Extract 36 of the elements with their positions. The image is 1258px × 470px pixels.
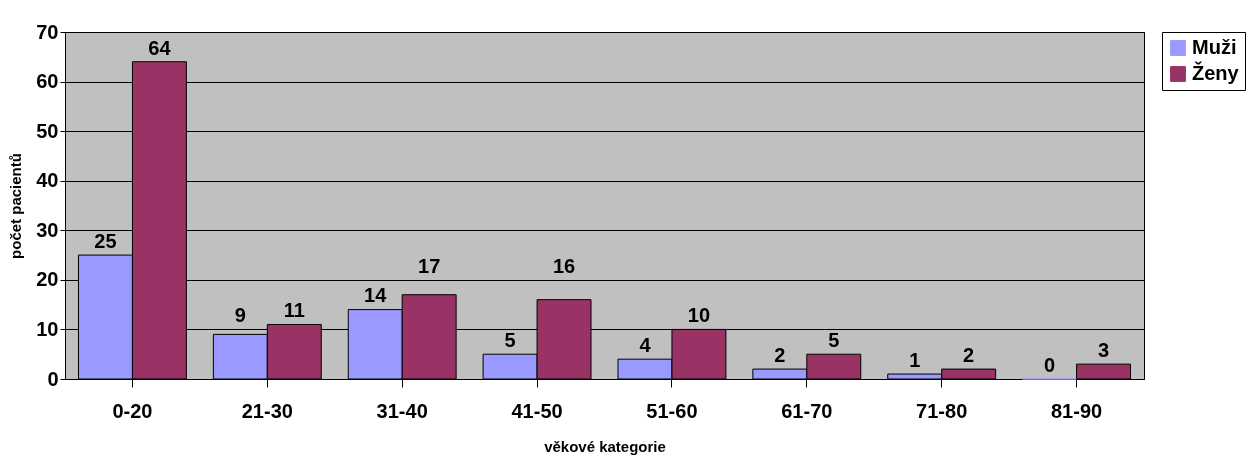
x-tick-label: 71-80 <box>916 399 968 422</box>
y-tick-label: 50 <box>36 119 59 142</box>
data-label: 64 <box>148 36 172 59</box>
data-label: 14 <box>364 284 388 307</box>
data-label: 11 <box>283 299 305 322</box>
legend-label: Ženy <box>1192 61 1240 84</box>
y-tick-label: 40 <box>36 169 59 192</box>
data-label: 5 <box>504 329 516 352</box>
x-axis-title: věkové kategorie <box>544 437 666 455</box>
data-label: 9 <box>234 304 246 327</box>
data-label: 4 <box>639 334 652 357</box>
y-axis-title: počet pacientů <box>7 153 25 259</box>
y-tick-label: 20 <box>36 268 59 291</box>
legend-label: Muži <box>1192 36 1237 58</box>
data-label: 2 <box>774 343 786 366</box>
x-tick-label: 41-50 <box>511 399 563 422</box>
data-label: 2 <box>963 343 975 366</box>
data-label: 0 <box>1044 353 1056 376</box>
x-tick-label: 61-70 <box>781 399 833 422</box>
x-tick-label: 31-40 <box>376 399 428 422</box>
x-tick-label: 21-30 <box>241 399 293 422</box>
x-tick-label: 81-90 <box>1050 399 1103 422</box>
x-tick-label: 51-60 <box>646 399 698 422</box>
x-tick-label: 0-20 <box>112 399 153 422</box>
y-tick-label: 60 <box>36 70 59 93</box>
data-label: 25 <box>94 229 117 252</box>
data-label: 16 <box>552 254 576 277</box>
data-label: 5 <box>828 329 840 352</box>
y-tick-label: 10 <box>36 317 59 340</box>
y-tick-label: 30 <box>36 218 59 241</box>
y-tick-label: 70 <box>36 20 59 43</box>
data-label: 17 <box>418 254 441 277</box>
data-label: 10 <box>687 304 711 327</box>
data-label: 1 <box>909 348 921 371</box>
data-label: 3 <box>1097 339 1110 362</box>
y-tick-label: 0 <box>47 367 59 390</box>
